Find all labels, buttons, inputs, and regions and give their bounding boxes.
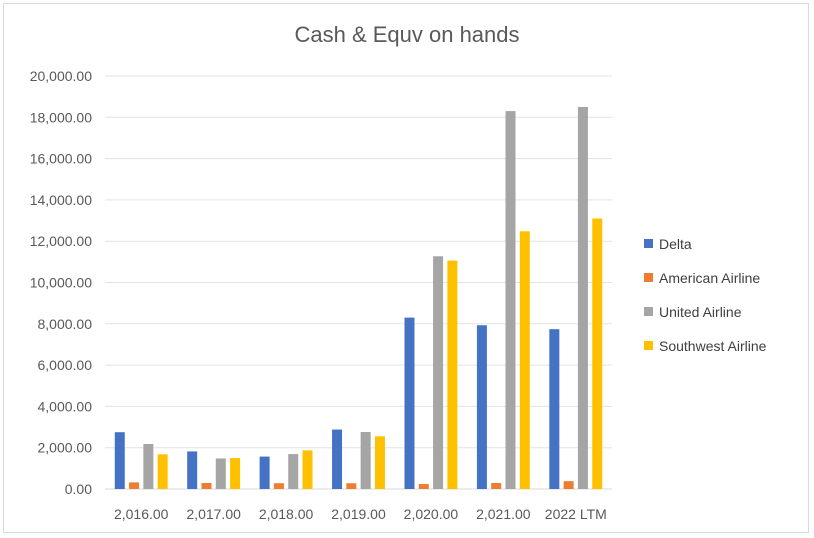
bar-southwest-airline <box>374 436 385 489</box>
y-tick-label: 2,000.00 <box>38 440 93 456</box>
y-tick-label: 4,000.00 <box>38 398 93 414</box>
bar-southwest-airline <box>519 231 530 489</box>
bar-delta <box>404 317 415 489</box>
y-tick-label: 12,000.00 <box>30 233 92 249</box>
bar-american-airline <box>346 483 357 489</box>
legend-swatch <box>644 273 653 282</box>
x-tick-label: 2,016.00 <box>114 506 169 522</box>
x-tick-label: 2,019.00 <box>331 506 386 522</box>
legend-swatch <box>644 239 653 248</box>
y-tick-label: 6,000.00 <box>38 357 93 373</box>
bar-united-airline <box>433 256 444 489</box>
x-tick-label: 2,021.00 <box>476 506 531 522</box>
bar-southwest-airline <box>230 458 241 489</box>
bar-american-airline <box>273 483 284 489</box>
y-tick-label: 14,000.00 <box>30 192 92 208</box>
y-tick-label: 16,000.00 <box>30 151 92 167</box>
y-tick-label: 10,000.00 <box>30 275 92 291</box>
legend-label: Delta <box>659 236 692 252</box>
y-tick-label: 8,000.00 <box>38 316 93 332</box>
bar-united-airline <box>288 454 299 489</box>
bar-delta <box>332 429 343 489</box>
legend-label: United Airline <box>659 304 742 320</box>
x-tick-label: 2022 LTM <box>545 506 607 522</box>
x-axis: 2,016.00 2,017.00 2,018.00 2,019.00 2,020.00… <box>114 506 607 522</box>
bar-american-airline <box>129 482 140 489</box>
chart-title: Cash & Equv on hands <box>294 22 519 47</box>
y-axis: 0.00 2,000.00 4,000.00 6,000.00 8,000.00 10,0… <box>30 68 93 497</box>
x-tick-label: 2,018.00 <box>259 506 314 522</box>
bar-american-airline <box>491 483 502 489</box>
bar-united-airline <box>143 443 154 489</box>
y-tick-label: 20,000.00 <box>30 68 92 84</box>
gridlines <box>105 75 612 490</box>
x-tick-label: 2,020.00 <box>404 506 459 522</box>
y-tick-label: 18,000.00 <box>30 109 92 125</box>
bar-delta <box>476 325 487 489</box>
bar-delta <box>114 432 125 489</box>
bar-delta <box>549 329 560 489</box>
bars <box>114 106 603 490</box>
bar-american-airline <box>201 483 212 489</box>
bar-united-airline <box>505 111 516 489</box>
bar-american-airline <box>418 484 429 489</box>
legend: Delta American Airline United Airline South… <box>644 236 767 354</box>
bar-american-airline <box>563 481 574 489</box>
bar-southwest-airline <box>447 260 458 489</box>
bar-southwest-airline <box>302 450 313 489</box>
legend-label: American Airline <box>659 270 760 286</box>
x-tick-label: 2,017.00 <box>186 506 241 522</box>
legend-label: Southwest Airline <box>659 338 767 354</box>
bar-united-airline <box>215 458 226 489</box>
bar-united-airline <box>360 432 371 489</box>
legend-swatch <box>644 307 653 316</box>
bar-southwest-airline <box>157 454 168 489</box>
bar-delta <box>259 456 270 489</box>
legend-swatch <box>644 341 653 350</box>
bar-southwest-airline <box>592 218 603 490</box>
bar-united-airline <box>577 106 588 489</box>
bar-delta <box>187 451 198 489</box>
y-tick-label: 0.00 <box>65 481 92 497</box>
